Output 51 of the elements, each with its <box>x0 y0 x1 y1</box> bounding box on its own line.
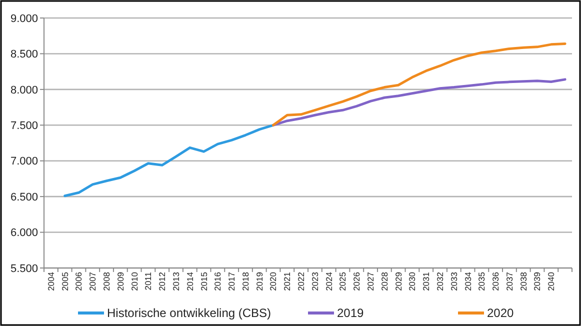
x-tick-label: 2037 <box>504 272 514 291</box>
x-tick-label: 2004 <box>46 272 56 291</box>
x-tick-label: 2025 <box>338 272 348 291</box>
x-tick-label: 2034 <box>462 272 473 291</box>
x-tick-label: 2014 <box>184 272 195 291</box>
x-tick-label: 2016 <box>212 272 223 291</box>
x-tick-label: 2031 <box>421 272 432 291</box>
x-tick-label: 2040 <box>546 272 556 291</box>
y-tick-label: 8.500 <box>10 48 38 61</box>
x-tick-label: 2009 <box>115 272 126 291</box>
x-tick-label: 2033 <box>448 272 459 291</box>
x-tick-label: 2018 <box>240 272 250 291</box>
y-tick-label: 6.000 <box>10 227 38 240</box>
y-tick-label: 7.000 <box>10 156 38 168</box>
x-tick-label: 2028 <box>379 272 390 291</box>
legend-label: 2020 <box>487 306 514 320</box>
x-tick-label: 2021 <box>282 272 292 291</box>
x-tick-label: 2038 <box>518 272 528 291</box>
y-tick-label: 7.500 <box>10 120 38 132</box>
x-tick-label: 2035 <box>476 272 487 291</box>
x-tick-label: 2015 <box>198 272 209 291</box>
y-tick-label: 5.500 <box>10 262 38 275</box>
x-tick-label: 2007 <box>88 272 98 291</box>
y-tick-label: 6.500 <box>10 191 38 204</box>
x-tick-label: 2005 <box>60 272 70 291</box>
line-series <box>64 124 275 198</box>
legend-label: Historische ontwikkeling (CBS) <box>107 306 272 320</box>
x-tick-label: 2012 <box>157 272 168 291</box>
x-tick-label: 2006 <box>74 272 84 291</box>
line-series <box>272 42 566 126</box>
x-tick-label: 2027 <box>366 272 376 291</box>
x-tick-label: 2030 <box>407 272 418 291</box>
x-tick-label: 2032 <box>434 272 445 291</box>
x-tick-label: 2019 <box>254 272 264 291</box>
x-tick-label: 2023 <box>310 272 320 291</box>
x-tick-label: 2013 <box>170 272 181 291</box>
line-series <box>272 78 566 126</box>
x-tick-label: 2010 <box>129 272 140 291</box>
x-tick-label: 2026 <box>352 272 362 291</box>
x-tick-label: 2029 <box>393 272 404 291</box>
x-tick-label: 2011 <box>143 272 154 290</box>
x-tick-label: 2036 <box>490 272 501 291</box>
x-tick-label: 2024 <box>324 272 334 291</box>
legend-label: 2019 <box>337 306 364 320</box>
x-tick-label: 2020 <box>268 272 278 291</box>
x-tick-label: 2039 <box>532 272 542 291</box>
y-tick-label: 9.000 <box>10 12 38 25</box>
y-tick-label: 8.000 <box>10 84 38 96</box>
x-tick-label: 2008 <box>102 272 112 291</box>
x-tick-label: 2022 <box>296 272 306 291</box>
x-tick-label: 2017 <box>226 272 237 291</box>
